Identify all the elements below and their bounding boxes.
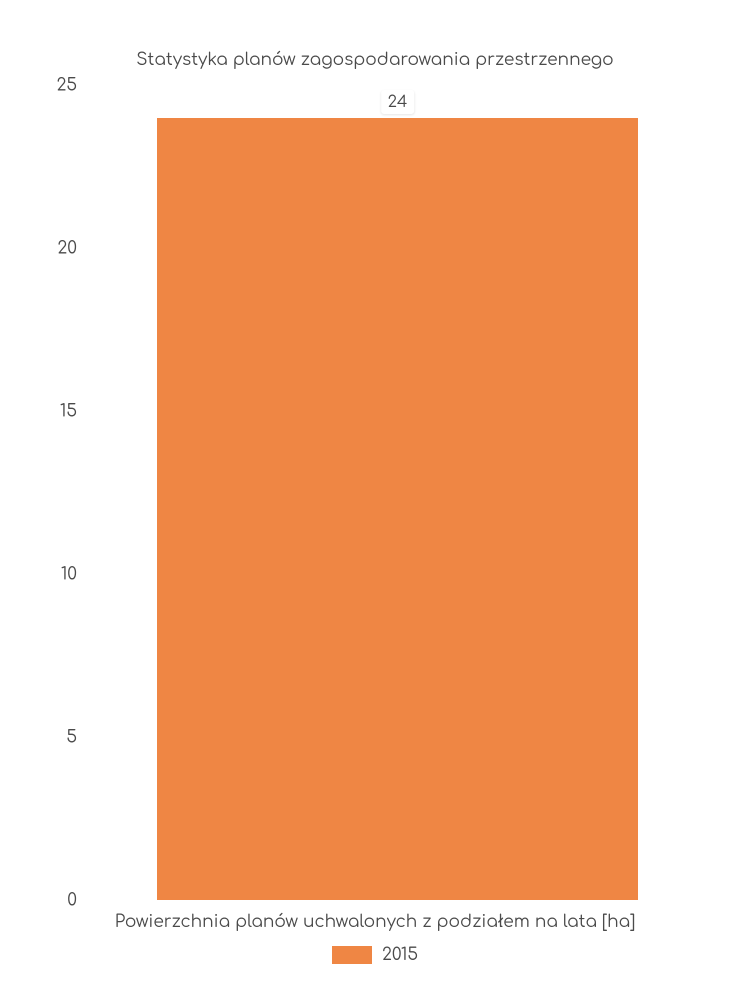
x-axis-label: Powierzchnia planów uchwalonych z podzia… bbox=[0, 912, 750, 931]
y-axis-tick: 20 bbox=[45, 239, 77, 258]
y-axis-tick: 15 bbox=[45, 402, 77, 421]
legend-swatch bbox=[332, 946, 372, 964]
bar: 24 bbox=[157, 118, 638, 900]
chart-title: Statystyka planów zagospodarowania przes… bbox=[0, 50, 750, 69]
chart-container: Statystyka planów zagospodarowania przes… bbox=[0, 0, 750, 1000]
y-axis-tick: 25 bbox=[45, 76, 77, 95]
y-axis-tick: 5 bbox=[45, 728, 77, 747]
bar-value-label: 24 bbox=[381, 90, 415, 114]
legend-label: 2015 bbox=[382, 945, 418, 964]
y-axis-tick: 0 bbox=[45, 891, 77, 910]
y-axis-tick: 10 bbox=[45, 565, 77, 584]
plot-area: 24 bbox=[85, 85, 710, 900]
legend: 2015 bbox=[0, 945, 750, 964]
